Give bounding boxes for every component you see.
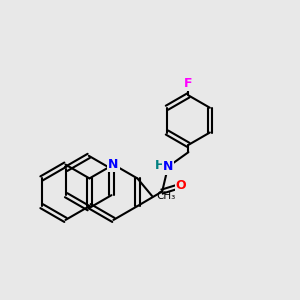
Text: O: O bbox=[176, 179, 186, 192]
Text: F: F bbox=[184, 77, 193, 90]
Text: CH₃: CH₃ bbox=[156, 191, 176, 201]
Text: H: H bbox=[155, 159, 165, 172]
Text: N: N bbox=[163, 160, 173, 173]
Text: N: N bbox=[108, 158, 118, 171]
